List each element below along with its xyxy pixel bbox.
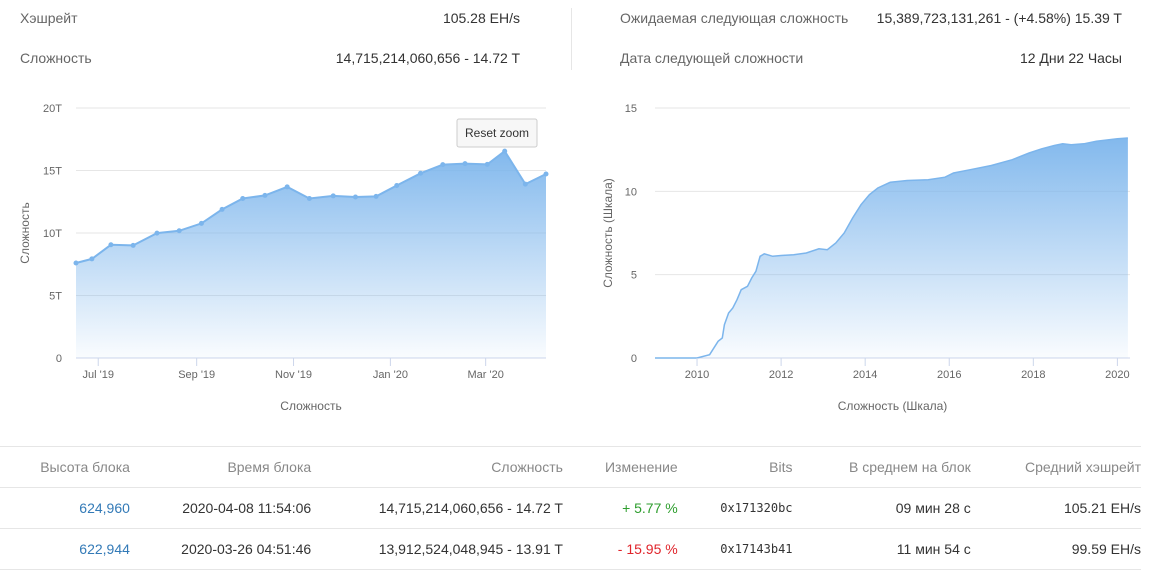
x-tick-label: 2020: [1105, 369, 1129, 381]
difficulty-scale-line: [655, 137, 1128, 359]
block-height-link[interactable]: 622,944: [79, 541, 130, 557]
data-point[interactable]: [352, 194, 358, 200]
difficulty-chart[interactable]: 0 5T 10T 15T 20T Jul '19 Sep '19 Nov '19 Jan '20…: [0, 0, 570, 430]
y-tick-label: 5T: [49, 291, 62, 303]
difficulty-scale-area: [655, 138, 1128, 358]
change-cell: - 15.95 %: [617, 541, 678, 557]
block-height-cell: 624,960: [0, 488, 130, 529]
avg-hashrate-cell: 99.59 EH/s: [1071, 541, 1141, 557]
data-point[interactable]: [130, 242, 136, 248]
data-point[interactable]: [89, 256, 95, 262]
bits-cell: 0x17143b41: [720, 542, 793, 556]
avg-block-cell: 11 мин 54 с: [896, 541, 971, 557]
y-tick-label: 5: [631, 270, 637, 282]
stats-divider: [571, 8, 572, 70]
table-header-row: Высота блока Время блока Сложность Измен…: [0, 446, 1141, 488]
data-point[interactable]: [522, 181, 528, 187]
difficulty-cell: 13,912,524,048,945 - 13.91 T: [378, 541, 563, 557]
data-point[interactable]: [73, 260, 79, 266]
data-point[interactable]: [502, 148, 508, 154]
y-tick-label: 0: [56, 353, 62, 365]
difficulty-label: Сложность: [20, 50, 92, 66]
data-point[interactable]: [108, 242, 114, 248]
difficulty-table: Высота блока Время блока Сложность Измен…: [0, 446, 1141, 570]
y-axis-title: Сложность (Шкала): [601, 178, 615, 288]
data-point[interactable]: [240, 196, 246, 201]
col-header-avg-hashrate: Средний хэшрейт: [1025, 459, 1141, 475]
x-tick-label: 2014: [853, 369, 877, 381]
reset-zoom-label: Reset zoom: [465, 126, 529, 140]
change-cell: + 5.77 %: [622, 500, 678, 516]
x-tick-label: 2012: [769, 369, 793, 381]
x-tick-label: 2018: [1021, 369, 1045, 381]
x-tick-label: 2010: [685, 369, 709, 381]
block-height-cell: 622,944: [0, 529, 130, 570]
col-header-change: Изменение: [604, 459, 678, 475]
col-header-time: Время блока: [227, 459, 312, 475]
y-tick-label: 0: [631, 353, 637, 365]
col-header-avg-block: В среднем на блок: [849, 459, 971, 475]
block-height-link[interactable]: 624,960: [79, 500, 130, 516]
data-point[interactable]: [154, 230, 160, 236]
data-point[interactable]: [484, 161, 490, 167]
data-point[interactable]: [330, 193, 336, 199]
avg-block-cell: 09 мин 28 с: [895, 500, 971, 516]
avg-hashrate-cell: 105.21 EH/s: [1063, 500, 1141, 516]
x-tick-label: 2016: [937, 369, 961, 381]
block-time-cell: 2020-04-08 11:54:06: [182, 500, 312, 516]
data-point[interactable]: [306, 196, 312, 201]
data-point[interactable]: [394, 183, 400, 188]
data-point[interactable]: [440, 162, 446, 168]
x-tick-label: Nov '19: [275, 369, 312, 381]
hashrate-value: 105.28 EH/s: [442, 10, 520, 26]
y-tick-label: 10T: [43, 228, 62, 240]
x-tick-label: Mar '20: [467, 369, 503, 381]
data-point[interactable]: [176, 228, 182, 234]
reset-zoom-button[interactable]: Reset zoom: [456, 118, 538, 148]
col-header-height: Высота блока: [40, 459, 130, 475]
y-tick-label: 20T: [43, 103, 62, 115]
data-point[interactable]: [418, 170, 424, 176]
table-row: 624,960 2020-04-08 11:54:06 14,715,214,0…: [0, 488, 1141, 529]
next-date-value: 12 Дни 22 Часы: [1019, 50, 1122, 66]
col-header-difficulty: Сложность: [491, 459, 563, 475]
y-tick-label: 15T: [43, 166, 62, 178]
block-time-cell: 2020-03-26 04:51:46: [181, 541, 312, 557]
x-tick-label: Jan '20: [373, 369, 408, 381]
x-tick-label: Sep '19: [178, 369, 215, 381]
x-axis-title: Сложность (Шкала): [838, 399, 948, 413]
col-header-bits: Bits: [769, 459, 793, 475]
next-date-label: Дата следующей сложности: [620, 50, 804, 66]
difficulty-area: [76, 151, 546, 358]
y-tick-label: 10: [625, 186, 637, 198]
data-point[interactable]: [543, 171, 549, 177]
next-difficulty-value: 15,389,723,131,261 - (+4.58%) 15.39 T: [876, 10, 1122, 26]
difficulty-value: 14,715,214,060,656 - 14.72 T: [335, 50, 520, 66]
bits-cell: 0x171320bc: [720, 501, 793, 515]
difficulty-cell: 14,715,214,060,656 - 14.72 T: [378, 500, 563, 516]
y-tick-label: 15: [625, 103, 637, 115]
difficulty-scale-chart[interactable]: 0 5 10 15 2010 2012 2014 2016 2018 2020 Сложность …: [570, 0, 1150, 430]
x-axis-title: Сложность: [280, 399, 341, 413]
x-tick-label: Jul '19: [83, 369, 114, 381]
next-difficulty-label: Ожидаемая следующая сложность: [620, 10, 849, 26]
data-point[interactable]: [262, 192, 268, 198]
data-point[interactable]: [462, 161, 468, 167]
y-axis-title: Сложность: [18, 202, 32, 263]
data-point[interactable]: [373, 193, 379, 199]
table-row: 622,944 2020-03-26 04:51:46 13,912,524,0…: [0, 529, 1141, 570]
hashrate-label: Хэшрейт: [20, 10, 78, 26]
data-point[interactable]: [219, 206, 225, 212]
data-point[interactable]: [284, 184, 290, 190]
data-point[interactable]: [198, 220, 204, 226]
